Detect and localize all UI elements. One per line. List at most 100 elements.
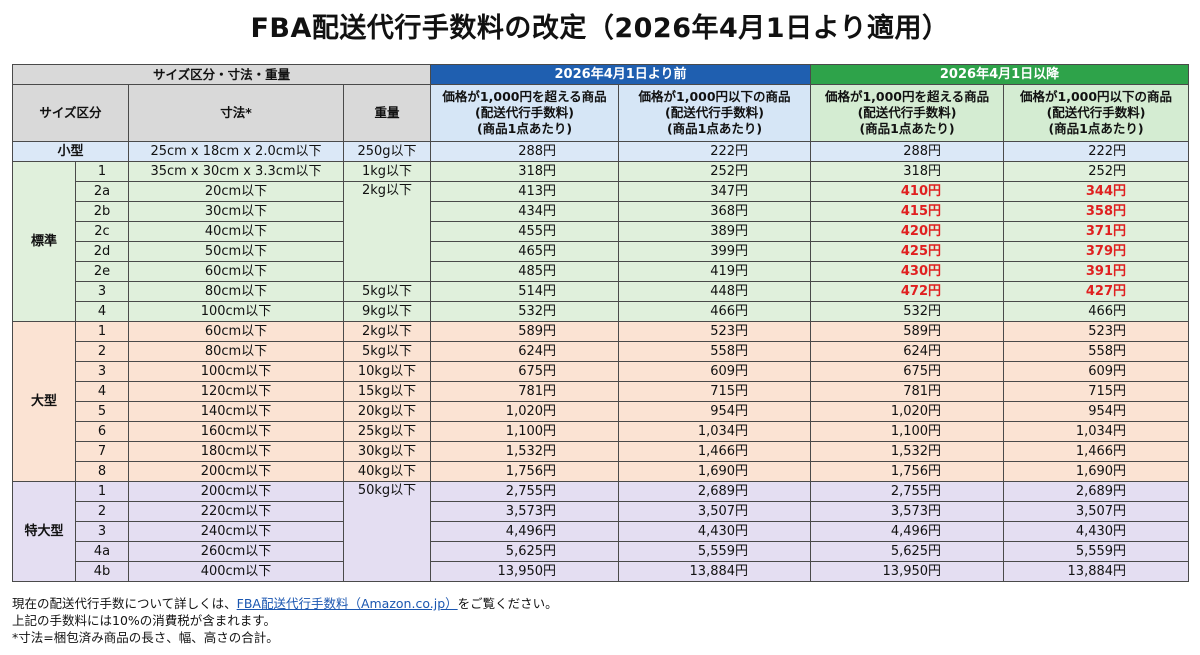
dimension-cell: 60cm以下 bbox=[128, 321, 344, 342]
subclass-cell: 1 bbox=[75, 321, 129, 342]
price-after-over: 13,950円 bbox=[810, 561, 1005, 582]
price-after-over: 318円 bbox=[810, 161, 1005, 182]
dimension-cell: 35cm x 30cm x 3.3cm以下 bbox=[128, 161, 344, 182]
weight-cell: 2kg以下 bbox=[342, 321, 432, 342]
price-after-over: 1,756円 bbox=[810, 461, 1005, 482]
price-before-over: 4,496円 bbox=[430, 521, 620, 542]
price-before-under: 13,884円 bbox=[618, 561, 812, 582]
subclass-cell: 2c bbox=[75, 221, 129, 242]
price-before-under: 419円 bbox=[618, 261, 812, 282]
price-after-under: 391円 bbox=[1003, 261, 1190, 282]
price-before-over: 624円 bbox=[430, 341, 620, 362]
size-category-small: 小型 bbox=[12, 141, 129, 162]
price-before-under: 347円 bbox=[618, 181, 812, 202]
header-line-3: (商品1点あたり) bbox=[859, 121, 955, 136]
table-row: 3 100cm以下 10kg以下 675円 609円 675円 609円 bbox=[13, 361, 1190, 382]
price-after-under: 1,466円 bbox=[1003, 441, 1190, 462]
subclass-cell: 5 bbox=[75, 401, 129, 422]
price-before-over: 5,625円 bbox=[430, 541, 620, 562]
price-before-under: 368円 bbox=[618, 201, 812, 222]
table-row: 4 120cm以下 15kg以下 781円 715円 781円 715円 bbox=[13, 381, 1190, 402]
subclass-cell: 3 bbox=[75, 521, 129, 542]
page-title: FBA配送代行手数料の改定（2026年4月1日より適用） bbox=[250, 13, 950, 44]
price-before-under: 466円 bbox=[618, 301, 812, 322]
dimension-cell: 400cm以下 bbox=[128, 561, 344, 582]
dimension-cell: 30cm以下 bbox=[128, 201, 344, 222]
header-spec-group: サイズ区分・寸法・重量 bbox=[11, 64, 432, 85]
dimension-cell: 80cm以下 bbox=[128, 281, 344, 302]
subclass-cell: 8 bbox=[75, 461, 129, 482]
price-after-under: 13,884円 bbox=[1003, 561, 1190, 582]
price-after-over: 288円 bbox=[810, 141, 1005, 162]
table-row: 小型 25cm x 18cm x 2.0cm以下 250g以下 288円 222… bbox=[12, 141, 1190, 162]
table-row: 5 140cm以下 20kg以下 1,020円 954円 1,020円 954円 bbox=[13, 401, 1190, 422]
table-row: 3 80cm以下 5kg以下 514円 448円 472円 427円 bbox=[13, 281, 1190, 302]
weight-cell: 5kg以下 bbox=[342, 341, 432, 362]
table-row: 2b 30cm以下 434円 368円 415円 358円 bbox=[13, 201, 1190, 222]
table-row: 2d 50cm以下 465円 399円 425円 379円 bbox=[13, 241, 1190, 262]
subclass-cell: 7 bbox=[75, 441, 129, 462]
price-before-over: 455円 bbox=[430, 221, 620, 242]
price-before-over: 2,755円 bbox=[430, 481, 620, 502]
dimension-cell: 160cm以下 bbox=[128, 421, 344, 442]
price-after-under: 715円 bbox=[1003, 381, 1190, 402]
price-after-under: 1,690円 bbox=[1003, 461, 1190, 482]
weight-cell: 1kg以下 bbox=[342, 161, 432, 182]
price-before-under: 389円 bbox=[618, 221, 812, 242]
header-weight: 重量 bbox=[342, 84, 432, 142]
price-before-over: 3,573円 bbox=[430, 501, 620, 522]
subclass-cell: 2b bbox=[75, 201, 129, 222]
price-after-over: 472円 bbox=[810, 281, 1005, 302]
price-after-over: 1,100円 bbox=[810, 421, 1005, 442]
price-before-under: 523円 bbox=[618, 321, 812, 342]
header-before-under-1000: 価格が1,000円以下の商品 (配送代行手数料) (商品1点あたり) bbox=[618, 84, 812, 142]
price-after-under: 1,034円 bbox=[1003, 421, 1190, 442]
table-row: 標準 1 35cm x 30cm x 3.3cm以下 1kg以下 318円 25… bbox=[12, 161, 1190, 322]
price-after-over: 2,755円 bbox=[810, 481, 1005, 502]
dimension-cell: 100cm以下 bbox=[128, 361, 344, 382]
weight-cell: 25kg以下 bbox=[342, 421, 432, 442]
price-after-over: 3,573円 bbox=[810, 501, 1005, 522]
fee-details-link[interactable]: FBA配送代行手数料（Amazon.co.jp） bbox=[236, 596, 458, 611]
footnote-text: 現在の配送代行手数について詳しくは、 bbox=[12, 596, 237, 611]
price-after-under: 344円 bbox=[1003, 181, 1190, 202]
table-row: 大型 1 60cm以下 2kg以下 589円 523円 589円 523円 bbox=[12, 321, 1190, 482]
subclass-cell: 2 bbox=[75, 501, 129, 522]
header-before-group: 2026年4月1日より前 bbox=[430, 64, 812, 85]
subclass-cell: 4 bbox=[75, 381, 129, 402]
table-row: 4b 400cm以下 13,950円 13,884円 13,950円 13,88… bbox=[13, 561, 1190, 582]
header-group-row: サイズ区分・寸法・重量 2026年4月1日より前 2026年4月1日以降 bbox=[11, 64, 1190, 85]
price-before-over: 781円 bbox=[430, 381, 620, 402]
table-row: 2 220cm以下 3,573円 3,507円 3,573円 3,507円 bbox=[13, 501, 1190, 522]
size-category-xlarge: 特大型 bbox=[12, 481, 76, 582]
dimension-cell: 50cm以下 bbox=[128, 241, 344, 262]
price-after-under: 222円 bbox=[1003, 141, 1190, 162]
weight-cell: 50kg以下 bbox=[342, 481, 432, 582]
price-before-under: 448円 bbox=[618, 281, 812, 302]
subclass-cell: 3 bbox=[75, 281, 129, 302]
header-line-1: 価格が1,000円を超える商品 bbox=[824, 89, 990, 104]
header-line-2: (配送代行手数料) bbox=[857, 105, 957, 120]
price-before-under: 2,689円 bbox=[618, 481, 812, 502]
price-after-under: 2,689円 bbox=[1003, 481, 1190, 502]
subclass-cell: 2a bbox=[75, 181, 129, 202]
price-after-over: 430円 bbox=[810, 261, 1005, 282]
price-before-under: 5,559円 bbox=[618, 541, 812, 562]
size-category-large: 大型 bbox=[12, 321, 76, 482]
weight-cell: 250g以下 bbox=[342, 141, 432, 162]
price-before-over: 532円 bbox=[430, 301, 620, 322]
header-column-row: サイズ区分 寸法* 重量 価格が1,000円を超える商品 (配送代行手数料) (… bbox=[12, 84, 1190, 142]
dimension-cell: 120cm以下 bbox=[128, 381, 344, 402]
dimension-cell: 100cm以下 bbox=[128, 301, 344, 322]
price-after-under: 4,430円 bbox=[1003, 521, 1190, 542]
dimension-cell: 40cm以下 bbox=[128, 221, 344, 242]
table-row: 6 160cm以下 25kg以下 1,100円 1,034円 1,100円 1,… bbox=[13, 421, 1190, 442]
price-before-under: 252円 bbox=[618, 161, 812, 182]
price-before-under: 222円 bbox=[618, 141, 812, 162]
header-size-class: サイズ区分 bbox=[12, 84, 129, 142]
dimension-cell: 240cm以下 bbox=[128, 521, 344, 542]
table-row: 3 240cm以下 4,496円 4,430円 4,496円 4,430円 bbox=[13, 521, 1190, 542]
price-before-over: 434円 bbox=[430, 201, 620, 222]
subclass-cell: 4 bbox=[75, 301, 129, 322]
header-after-group: 2026年4月1日以降 bbox=[810, 64, 1190, 85]
